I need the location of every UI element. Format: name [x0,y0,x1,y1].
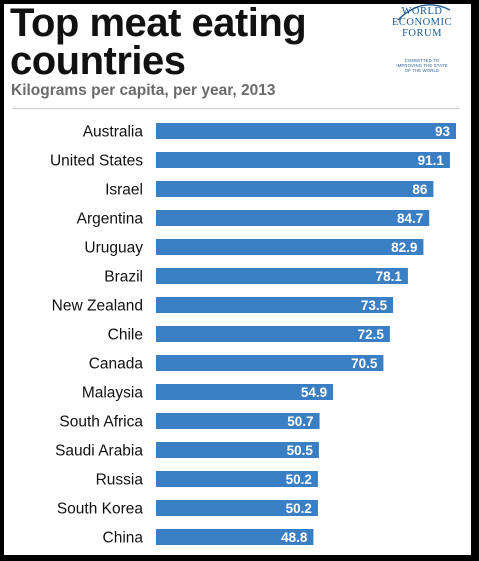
category-label: New Zealand [52,298,143,315]
data-label: 93 [435,124,451,139]
bar [156,413,320,429]
bar [156,210,430,226]
logo-tagline-2: IMPROVING THE STATE [396,62,448,68]
data-label: 48.8 [281,530,308,545]
category-label: Brazil [104,269,143,286]
bar [156,152,450,168]
category-label: Malaysia [82,385,144,402]
data-label: 91.1 [418,153,445,168]
bar [156,384,334,400]
logo-line-3: FORUM [402,28,442,39]
title-line-2: countries [10,39,186,83]
chart-subtitle: Kilograms per capita, per year, 2013 [11,82,276,99]
chart-frame: Top meat eating countries Kilograms per … [4,1,473,555]
data-label: 72.5 [358,327,385,342]
bar [156,239,424,255]
data-label: 50.2 [286,472,312,487]
data-label: 54.9 [301,385,327,400]
category-label: South Korea [57,501,144,518]
data-label: 86 [412,182,428,197]
wef-logo: WORLD ECONOMIC FORUM COMMITTED TO IMPROV… [376,4,468,74]
data-label: 50.7 [287,414,313,429]
data-label: 82.9 [391,240,417,255]
bar [156,529,314,545]
data-label: 78.1 [376,269,403,284]
category-label: South Africa [59,414,143,431]
bar [156,471,318,487]
category-label: Saudi Arabia [55,443,143,460]
data-label: 50.2 [286,501,312,516]
bar [156,181,434,197]
bar [156,442,319,458]
category-label: Canada [89,356,144,373]
category-label: Russia [96,472,144,489]
bar-chart: Australia 93 United States 91.1 Israel 86 Arge… [50,123,456,547]
category-label: Chile [108,327,143,344]
category-label: Israel [105,182,143,199]
logo-tagline-1: COMMITTED TO [404,58,440,63]
data-label: 73.5 [361,298,388,313]
data-label: 84.7 [397,211,423,226]
logo-line-2: ECONOMIC [391,17,452,28]
bar [156,123,456,139]
header-divider [12,108,460,109]
data-label: 70.5 [351,356,378,371]
chart-title: Top meat eating countries [10,1,370,83]
bar-group: Australia 93 United States 91.1 Israel 86 Arge… [50,123,456,547]
logo-tagline: COMMITTED TO IMPROVING THE STATE OF THE … [386,58,458,73]
wef-logo-arc-icon [397,4,451,21]
category-label: United States [50,153,143,170]
data-label: 50.5 [287,443,314,458]
category-label: Uruguay [84,240,143,257]
bar [156,297,394,313]
title-line-1: Top meat eating [10,1,307,45]
category-label: Australia [83,124,144,141]
bar [156,268,408,284]
category-label: China [103,530,144,547]
bar [156,326,390,342]
category-label: Argentina [77,211,144,228]
bar [156,355,384,371]
logo-line-1: WORLD [401,6,443,17]
logo-tagline-3: OF THE WORLD [404,67,440,73]
bar [156,500,318,516]
